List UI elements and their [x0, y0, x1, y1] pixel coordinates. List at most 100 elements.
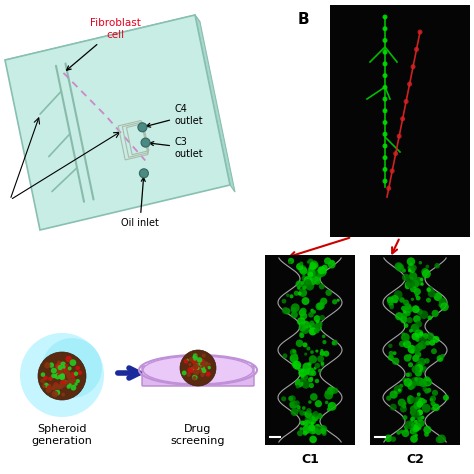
Circle shape — [200, 360, 204, 364]
Circle shape — [425, 381, 430, 385]
Circle shape — [195, 369, 200, 374]
Circle shape — [60, 374, 64, 378]
Circle shape — [69, 379, 73, 383]
Circle shape — [418, 398, 425, 405]
Circle shape — [328, 261, 336, 269]
Circle shape — [327, 408, 331, 411]
Circle shape — [64, 370, 68, 374]
Circle shape — [301, 370, 304, 373]
Circle shape — [64, 380, 68, 383]
Circle shape — [59, 381, 66, 387]
Circle shape — [49, 363, 54, 368]
Circle shape — [203, 362, 209, 367]
Circle shape — [318, 426, 321, 429]
Circle shape — [311, 414, 319, 421]
Circle shape — [321, 364, 324, 367]
Circle shape — [320, 428, 326, 434]
Circle shape — [383, 144, 388, 148]
Circle shape — [309, 324, 315, 330]
Circle shape — [328, 403, 333, 408]
Circle shape — [383, 73, 388, 78]
Circle shape — [307, 269, 316, 278]
Circle shape — [417, 410, 423, 416]
Circle shape — [411, 333, 419, 340]
Circle shape — [193, 359, 197, 363]
Polygon shape — [5, 15, 230, 230]
Circle shape — [400, 406, 407, 412]
Circle shape — [300, 332, 303, 336]
Circle shape — [413, 377, 422, 386]
Circle shape — [56, 363, 64, 369]
Circle shape — [414, 420, 418, 424]
Circle shape — [302, 321, 310, 328]
Circle shape — [401, 306, 406, 311]
Text: C3
outlet: C3 outlet — [150, 137, 204, 159]
Circle shape — [383, 97, 388, 101]
Circle shape — [411, 298, 414, 301]
Circle shape — [301, 377, 304, 380]
Circle shape — [410, 397, 416, 403]
Circle shape — [438, 303, 443, 307]
Circle shape — [387, 297, 393, 303]
Circle shape — [43, 375, 48, 380]
Circle shape — [51, 368, 57, 374]
Circle shape — [315, 400, 322, 407]
Circle shape — [314, 278, 321, 285]
Circle shape — [423, 333, 428, 338]
Circle shape — [299, 289, 307, 297]
Circle shape — [300, 267, 308, 275]
Circle shape — [294, 291, 299, 296]
Circle shape — [62, 368, 68, 374]
Circle shape — [303, 431, 308, 436]
Circle shape — [320, 349, 323, 352]
Circle shape — [288, 258, 294, 264]
Circle shape — [201, 365, 205, 370]
Circle shape — [423, 376, 430, 383]
Circle shape — [310, 413, 316, 418]
Circle shape — [440, 302, 449, 311]
Circle shape — [394, 300, 398, 303]
Text: C1: C1 — [301, 453, 319, 466]
Circle shape — [186, 358, 189, 361]
Circle shape — [420, 416, 425, 419]
Circle shape — [312, 324, 318, 329]
Circle shape — [293, 354, 298, 358]
Circle shape — [298, 292, 301, 296]
Circle shape — [61, 373, 65, 378]
Circle shape — [404, 311, 408, 314]
Circle shape — [200, 370, 203, 373]
Circle shape — [308, 418, 311, 421]
Circle shape — [297, 367, 301, 371]
Circle shape — [414, 377, 418, 381]
Circle shape — [297, 317, 305, 326]
Circle shape — [417, 333, 420, 337]
Circle shape — [40, 379, 45, 383]
Circle shape — [76, 379, 80, 383]
Circle shape — [427, 288, 431, 292]
Circle shape — [208, 363, 211, 366]
Circle shape — [308, 280, 311, 283]
Circle shape — [59, 374, 65, 380]
Circle shape — [299, 410, 305, 416]
Circle shape — [403, 99, 409, 104]
Circle shape — [290, 349, 297, 356]
Circle shape — [332, 388, 338, 394]
Circle shape — [286, 293, 290, 297]
Circle shape — [54, 374, 57, 378]
Circle shape — [386, 395, 392, 401]
Circle shape — [314, 263, 319, 268]
Circle shape — [423, 400, 427, 403]
Circle shape — [324, 257, 331, 264]
Circle shape — [305, 368, 310, 374]
Circle shape — [315, 379, 319, 383]
Circle shape — [61, 377, 65, 381]
Circle shape — [317, 302, 325, 310]
Circle shape — [318, 266, 325, 274]
Circle shape — [325, 290, 332, 296]
Circle shape — [54, 383, 59, 388]
Circle shape — [296, 263, 303, 270]
Circle shape — [405, 283, 410, 289]
Circle shape — [394, 391, 398, 394]
Circle shape — [301, 321, 304, 325]
Circle shape — [308, 272, 313, 277]
